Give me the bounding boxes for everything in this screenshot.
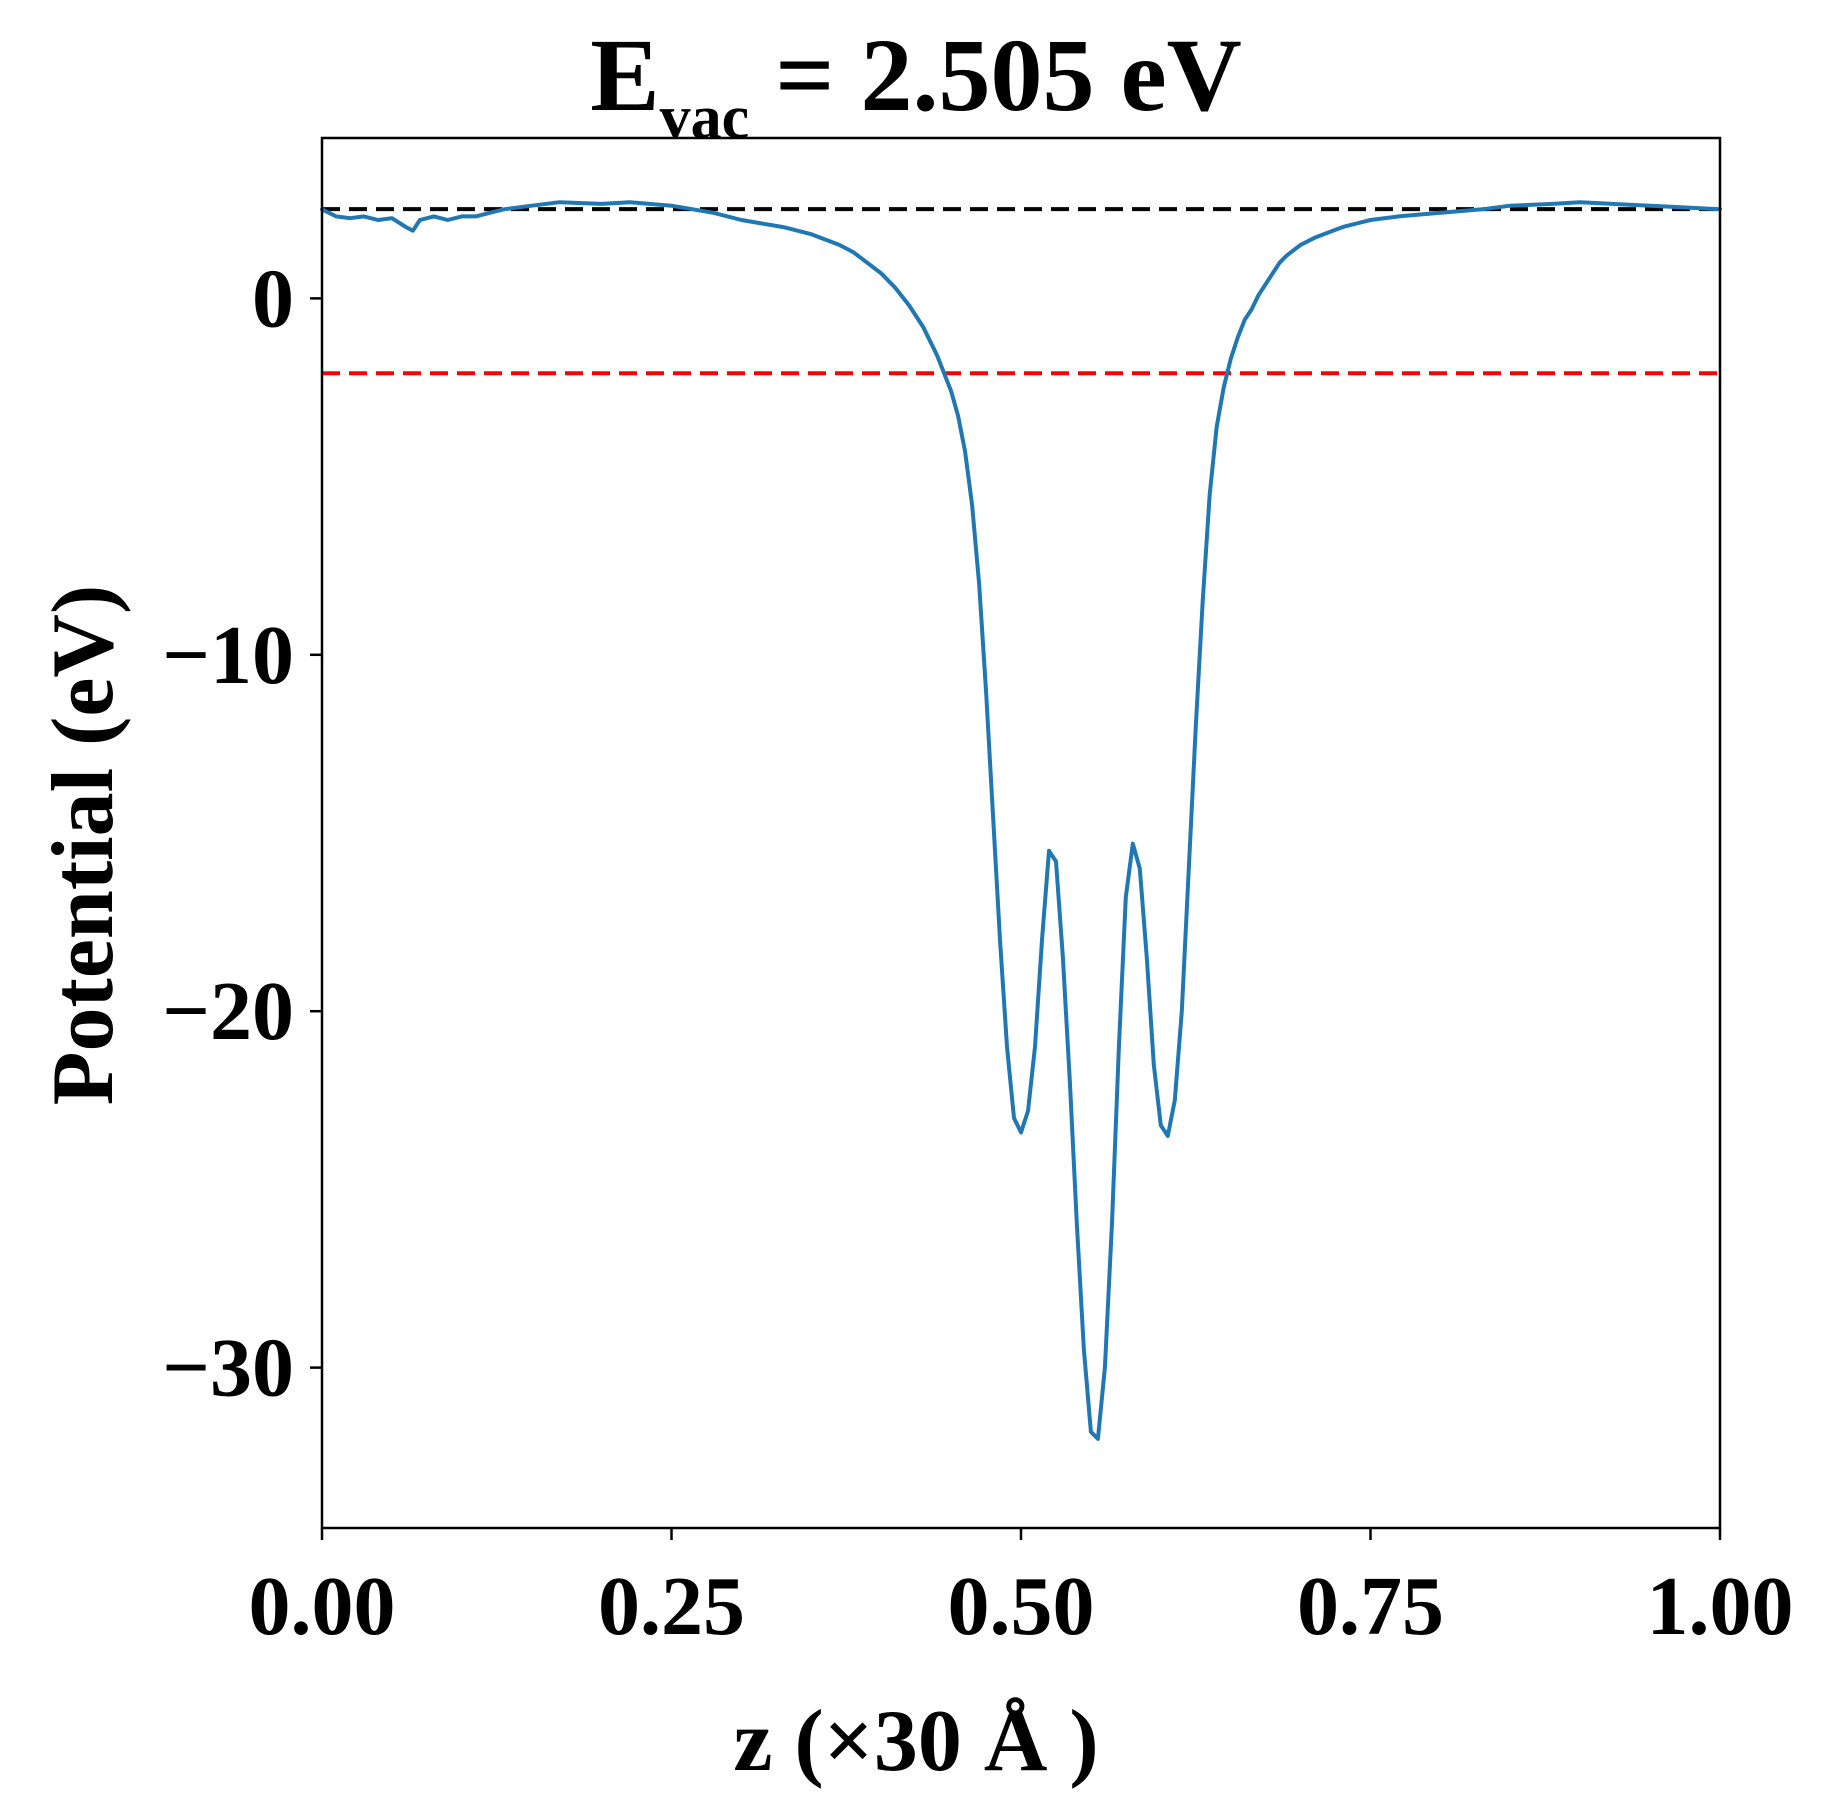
chart-title-rest: = 2.505 eV — [749, 18, 1242, 133]
reference-lines — [322, 207, 1720, 376]
chart-title: Evac = 2.505 eV — [590, 18, 1241, 152]
y-tick-label: −10 — [162, 609, 294, 702]
y-tick-label: −20 — [162, 965, 294, 1058]
y-axis-label: Potential (eV) — [35, 585, 132, 1105]
x-tick-label: 1.00 — [1647, 1560, 1794, 1653]
series-line-0 — [320, 200, 1722, 1441]
chart-title-subscript: vac — [660, 84, 750, 152]
y-axis-ticks: 0 −10 −20 −30 — [162, 252, 322, 1415]
y-tick-label: 0 — [252, 252, 294, 345]
x-tick-label: 0.25 — [598, 1560, 745, 1653]
series-lines — [320, 200, 1722, 1441]
y-tick-label: −30 — [162, 1322, 294, 1415]
x-axis-label: z (×30 Å ) — [733, 1693, 1098, 1790]
plot-frame — [320, 136, 1722, 1530]
x-tick-label: 0.00 — [249, 1560, 396, 1653]
x-tick-label: 0.75 — [1297, 1560, 1444, 1653]
x-tick-label: 0.50 — [948, 1560, 1095, 1653]
x-axis-ticks: 0.00 0.25 0.50 0.75 1.00 — [249, 1528, 1794, 1653]
chart-title-main: E — [590, 18, 659, 133]
